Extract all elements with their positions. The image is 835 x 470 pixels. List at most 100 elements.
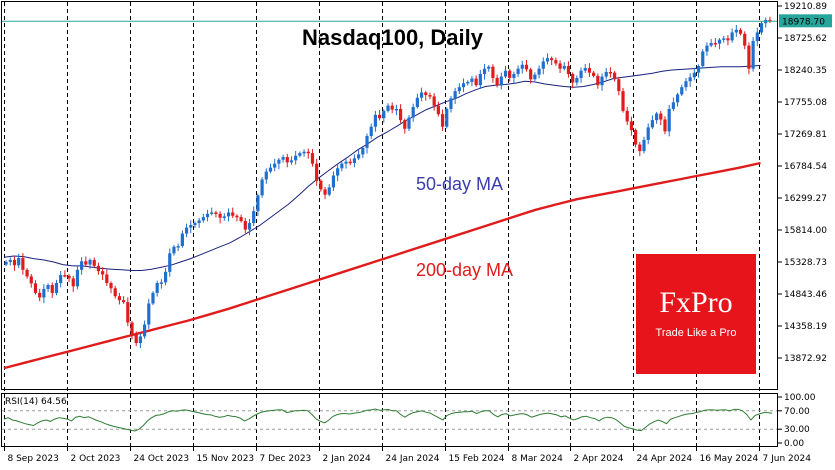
candle-body	[415, 97, 419, 107]
candle-body	[92, 259, 96, 266]
candle-body	[696, 66, 701, 73]
candle-body	[449, 98, 453, 109]
candle-body	[12, 259, 17, 266]
candle-body	[730, 32, 734, 41]
x-tick-label: 2 Jan 2024	[323, 454, 371, 464]
candle-body	[654, 113, 659, 121]
candle-body	[122, 300, 126, 303]
candle-body	[457, 87, 461, 92]
candle-body	[734, 29, 738, 33]
candle-body	[226, 212, 231, 217]
candle-body	[440, 114, 445, 127]
candle-body	[268, 167, 273, 172]
candle-body	[117, 296, 122, 301]
candle-body	[231, 212, 235, 216]
candle-body	[17, 257, 21, 266]
last-price-badge	[779, 14, 832, 28]
candle-body	[205, 213, 210, 218]
candle-body	[533, 74, 537, 80]
candle-body	[172, 246, 176, 254]
candle-body	[134, 333, 138, 344]
candle-body	[201, 217, 205, 221]
candle-body	[71, 278, 75, 287]
candle-body	[411, 106, 415, 118]
candle-body	[726, 38, 730, 41]
ma200-line-layer	[3, 161, 761, 370]
y-tick-label: 17269.81	[784, 130, 827, 140]
candle-body	[184, 227, 189, 234]
candle-body	[629, 121, 634, 131]
candle-body	[319, 180, 323, 190]
candle-body	[747, 45, 751, 69]
candle-body	[583, 68, 587, 71]
candle-body	[50, 284, 54, 293]
candle-body	[126, 302, 130, 323]
candle-body	[524, 64, 529, 70]
candle-body	[663, 119, 667, 132]
candle-body	[25, 269, 29, 277]
candle-body	[42, 288, 46, 298]
candle-body	[608, 72, 613, 74]
candle-body	[638, 144, 642, 152]
candle-body	[512, 73, 516, 78]
candle-body	[751, 41, 755, 69]
rsi-value: 64.56	[41, 397, 67, 407]
candle-body	[331, 175, 336, 188]
candle-body	[499, 76, 503, 86]
candle-body	[453, 91, 457, 99]
candle-body	[4, 261, 8, 265]
rsi-tick-label: 70.00	[784, 407, 810, 417]
candle-body	[461, 83, 466, 88]
candle-body	[470, 78, 474, 82]
candle-body	[398, 108, 403, 121]
candle-body	[445, 108, 449, 127]
candle-body	[722, 38, 726, 40]
candle-body	[109, 283, 113, 289]
candle-body	[281, 157, 285, 160]
x-tick-label: 8 Sep 2023	[8, 454, 59, 464]
candle-body	[495, 77, 499, 86]
candle-body	[357, 154, 361, 159]
last-price-label: 18978.70	[779, 14, 832, 28]
main-panel-frame	[1, 1, 778, 390]
candle-body	[218, 213, 222, 218]
candle-body	[163, 271, 168, 283]
candle-body	[63, 275, 67, 277]
candle-body	[59, 275, 63, 284]
candle-body	[21, 257, 25, 270]
ma200-annotation: 200-day MA	[416, 260, 513, 280]
candle-body	[273, 163, 277, 168]
candle-body	[264, 171, 268, 180]
candle-body	[289, 160, 294, 163]
candle-body	[537, 68, 541, 75]
y-tick-label: 13872.92	[784, 354, 827, 364]
y-tick-label: 18725.62	[784, 34, 827, 44]
y-tick-label: 15814.00	[784, 226, 827, 236]
y-tick-label: 17755.08	[784, 98, 827, 108]
candle-body	[659, 113, 663, 120]
y-tick-label: 16299.27	[784, 194, 827, 204]
candle-body	[147, 303, 151, 325]
candle-body	[407, 117, 411, 129]
candle-body	[348, 161, 352, 164]
candle-body	[541, 61, 545, 69]
x-tick-label: 7 Jun 2024	[763, 454, 812, 464]
candle-body	[378, 114, 382, 119]
candle-body	[243, 221, 247, 230]
candle-body	[138, 336, 142, 344]
fxpro-logo: FxPro Trade Like a Pro	[636, 254, 756, 374]
fxpro-logo-tagline: Trade Like a Pro	[656, 327, 737, 339]
candle-body	[621, 91, 625, 111]
ma50-line	[3, 64, 761, 271]
candle-body	[520, 64, 524, 69]
candle-body	[294, 155, 298, 161]
candle-body	[84, 261, 88, 265]
candle-body	[545, 58, 550, 62]
candle-body	[386, 105, 390, 111]
x-tick-label: 2 Oct 2023	[71, 454, 121, 464]
candle-body	[579, 70, 583, 78]
candle-body	[508, 70, 512, 78]
candle-body	[214, 212, 218, 214]
